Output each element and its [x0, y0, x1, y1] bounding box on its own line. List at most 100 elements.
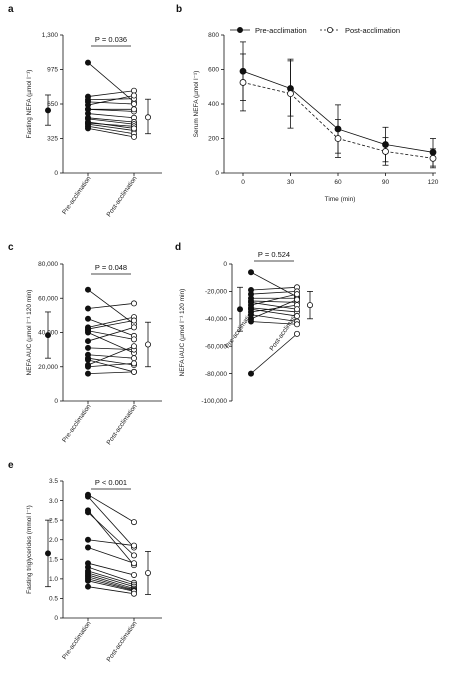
panel-a-y-axis-label: Fasting NEFA (µmol l⁻¹) [26, 70, 33, 139]
panel-e-pair-line [87, 512, 135, 556]
panel-a-pre-point [85, 59, 92, 66]
panel-e-post-mean [144, 569, 151, 576]
panel-a-pair-line [87, 90, 135, 97]
panel-d-pre-point [247, 370, 254, 377]
panel-c-y-tick-label: 20,000 [38, 364, 58, 371]
panel-e-y-tick-label: 1.5 [49, 556, 58, 563]
panel-c-pre-point [85, 338, 92, 345]
panel-e-pair-line [87, 578, 135, 591]
panel-c-p-value: P = 0.048 [95, 263, 127, 272]
legend-pre-marker [236, 26, 243, 33]
panel-c-y-tick-label: 0 [54, 398, 58, 405]
panel-c-post-point [130, 343, 137, 350]
panel-c-category-label: Pre-acclimation [61, 403, 93, 444]
panel-a-y-tick-label: 1,300 [42, 32, 59, 39]
panel-b-series-1-point [287, 90, 294, 98]
panel-b-y-axis-label: Serum NEFA (µmol l⁻¹) [193, 71, 200, 138]
panel-c-pre-point [85, 305, 92, 312]
panel-a-pair-line [87, 101, 135, 105]
panel-a-pair-line [87, 95, 135, 106]
panel-d-y-tick-label: 0 [223, 261, 227, 268]
panel-d-pre-point [247, 299, 254, 306]
panel-a-y-tick-label: 975 [47, 67, 58, 74]
panel-e-category-label: Pre-acclimation [61, 620, 93, 661]
panel-c-pre-point [85, 286, 92, 293]
panel-d-post-point [293, 330, 300, 337]
panel-d-pair-line [250, 333, 298, 374]
panel-b-series-0-point [429, 148, 437, 156]
panel-a-pair-line [87, 117, 135, 123]
panel-e-y-tick-label: 2.5 [49, 517, 58, 524]
panel-c-post-point [130, 317, 137, 324]
panel-c-post-point [130, 324, 137, 331]
panel-e-y-axis-label: Fasting triglycerides (mmol l⁻¹) [26, 505, 33, 594]
panel-c-pair-line [87, 354, 135, 359]
panel-b-series-1-point [429, 154, 437, 162]
panel-c-pair-line [87, 345, 135, 366]
panel-b-series-0-segment [337, 128, 386, 145]
panel-b-series-1-point [334, 135, 342, 142]
panel-e-pre-point [85, 544, 92, 551]
panel-d-y-tick-label: -60,000 [205, 343, 227, 350]
panel-a-post-point [130, 125, 137, 132]
panel-c-pair-line [87, 371, 135, 374]
panel-c-pair-line [87, 316, 135, 328]
panel-d-y-tick-label: -20,000 [205, 289, 227, 296]
panel-a-pre-point [85, 125, 92, 132]
panel-e-pair-line [87, 576, 135, 591]
legend-pre-label: Pre-acclimation [255, 26, 307, 35]
panel-b-x-axis-label: Time (min) [325, 196, 356, 203]
panel-a-pre-point [85, 106, 92, 113]
panel-d-pair-line [250, 299, 298, 320]
panel-d-pair-line [250, 286, 298, 291]
panel-e-pre-point [85, 577, 92, 584]
panel-d-pair-line [250, 307, 298, 313]
panel-c-post-point [130, 300, 137, 307]
panel-c-pre-point [85, 344, 92, 351]
panel-b-series-0-point [239, 67, 247, 75]
panel-d-pair-line [250, 321, 298, 325]
panel-a-pair-line [87, 98, 135, 101]
panel-e-post-point [130, 560, 137, 567]
panel-c-pre-point [85, 363, 92, 370]
panel-b-series-0-segment [290, 88, 339, 130]
panel-b-series-1-segment [290, 93, 339, 139]
panel-b-series-1-point [239, 79, 247, 86]
panel-a-y-tick-label: 0 [54, 170, 58, 177]
panel-d-post-point [293, 321, 300, 328]
panel-b-x-tick-label: 120 [428, 179, 439, 186]
panel-e-pair-line [87, 572, 135, 588]
panel-d-pair-line [250, 308, 298, 317]
panel-e-y-tick-label: 0 [54, 615, 58, 622]
panel-b-x-tick-label: 30 [287, 179, 295, 186]
panel-e-pair-line [87, 494, 135, 523]
panel-letter-a: a [8, 4, 14, 15]
panel-d-y-tick-label: -100,000 [201, 398, 227, 405]
panel-d-post-point [293, 313, 300, 320]
panel-letter-e: e [8, 460, 14, 471]
panel-c-y-tick-label: 60,000 [38, 295, 58, 302]
panel-a-pair-line [87, 113, 135, 119]
panel-c-pre-point [85, 329, 92, 336]
panel-c-pre-point [85, 356, 92, 363]
panel-c-y-axis-label: NEFA AUC (µmol l⁻¹ 120 min) [26, 290, 33, 376]
panel-b-series-1-point [382, 148, 389, 155]
panel-c-pair-line [87, 326, 135, 342]
panel-b-series-0-segment [242, 70, 291, 89]
panel-d-pair-line [250, 300, 298, 303]
panel-e-post-point [130, 590, 137, 597]
panel-a-pre-point [85, 119, 92, 126]
panel-a-pair-line [87, 128, 135, 138]
panel-c-y-tick-label: 80,000 [38, 261, 58, 268]
panel-b-series-0-point [382, 141, 389, 148]
panel-b-series-1-segment [385, 151, 434, 159]
panel-a-pair-line [87, 118, 135, 125]
panel-a-pair-line [87, 121, 135, 129]
panel-b-series-0-point [334, 125, 342, 133]
panel-c-post-point [130, 360, 137, 367]
panel-e-pre-point [85, 493, 92, 500]
panel-e-pair-line [87, 539, 135, 546]
panel-e-pre-point [85, 536, 92, 543]
panel-d-post-point [293, 291, 300, 298]
panel-c-pair-line [87, 330, 135, 340]
